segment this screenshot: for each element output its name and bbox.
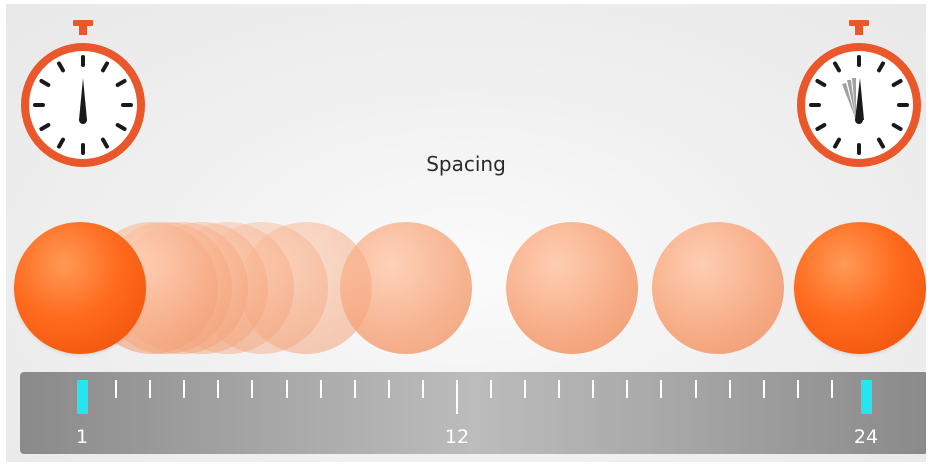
dial-tick	[101, 137, 109, 149]
stopwatch-start-icon	[18, 20, 148, 170]
page-title: Spacing	[426, 152, 506, 176]
ghost-ball-frame	[652, 222, 784, 354]
dial-tick	[57, 61, 65, 73]
stopwatch-end-icon	[794, 20, 924, 170]
frame-tick	[490, 380, 493, 398]
dial-tick	[115, 79, 127, 87]
dial-tick	[101, 61, 109, 73]
frame-tick	[558, 380, 561, 398]
dial-tick	[833, 61, 841, 73]
frame-tick	[217, 380, 220, 398]
dial-tick	[877, 137, 885, 149]
frame-tick	[728, 380, 731, 398]
frame-timeline: 1 12 24	[20, 372, 926, 454]
frame-tick	[285, 380, 288, 398]
dial-tick	[877, 61, 885, 73]
frame-tick	[660, 380, 663, 398]
frame-tick	[319, 380, 322, 398]
frame-tick	[796, 380, 799, 398]
frame-tick	[592, 380, 595, 398]
dial-tick	[833, 137, 841, 149]
frame-label: 1	[75, 426, 89, 448]
frame-tick	[455, 380, 458, 414]
ball-end	[794, 222, 926, 354]
frame-tick	[694, 380, 697, 398]
dial-tick	[115, 123, 127, 131]
dial-tick	[57, 137, 65, 149]
dial-tick	[39, 79, 51, 87]
frame-tick	[830, 380, 833, 398]
frame-tick	[387, 380, 390, 398]
frame-tick	[421, 380, 424, 398]
dial-tick	[815, 79, 827, 87]
ball-start	[14, 222, 146, 354]
frame-label: 24	[853, 426, 879, 448]
dial-tick	[891, 79, 903, 87]
dial-tick	[815, 123, 827, 131]
dial-tick	[891, 123, 903, 131]
frame-label: 12	[444, 426, 470, 448]
animation-spacing-illustration: Spacing 1 12 24	[6, 4, 926, 462]
dial-tick	[39, 123, 51, 131]
keyframe-marker	[861, 380, 872, 414]
frame-tick	[183, 380, 186, 398]
frame-tick	[524, 380, 527, 398]
frame-tick	[626, 380, 629, 398]
frame-tick	[251, 380, 254, 398]
frame-tick	[353, 380, 356, 398]
ghost-ball-frame	[506, 222, 638, 354]
frame-tick	[115, 380, 118, 398]
frame-tick	[762, 380, 765, 398]
keyframe-marker	[77, 380, 88, 414]
frame-tick	[149, 380, 152, 398]
